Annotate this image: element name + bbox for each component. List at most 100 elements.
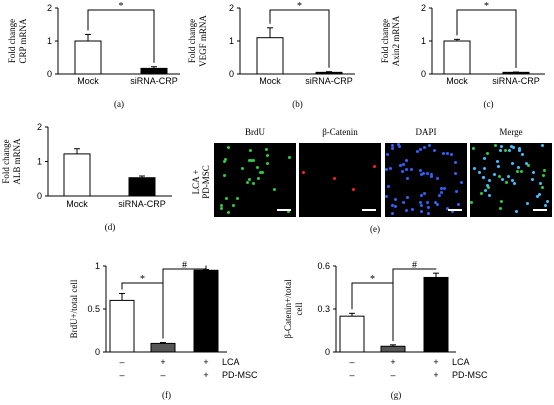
- row-label: LCA + PD-MSC: [191, 146, 211, 214]
- x-tick-label: siRNA-CRP: [118, 199, 166, 209]
- condition-label: PD-MSC: [222, 370, 258, 380]
- cell-dot: [501, 178, 504, 181]
- cell-dot: [352, 188, 355, 191]
- cell-dot: [236, 197, 239, 200]
- cell-dot: [504, 149, 507, 152]
- cell-dot: [259, 171, 262, 174]
- significance-mark: *: [297, 1, 302, 12]
- y-tick-label: 2: [47, 3, 52, 13]
- bar: [109, 299, 135, 353]
- cell-dot: [440, 191, 443, 194]
- significance-mark: #: [412, 260, 417, 271]
- condition-mark: –: [390, 370, 395, 380]
- significance-mark: #: [182, 260, 187, 271]
- cell-dot: [405, 159, 408, 162]
- y-tick-label: 2: [37, 122, 42, 132]
- cell-dot: [499, 207, 502, 210]
- x-tick-label: siRNA-CRP: [305, 76, 353, 86]
- cell-dot: [386, 153, 389, 156]
- y-tick-label: 1: [47, 36, 52, 46]
- cell-dot: [266, 162, 269, 165]
- micrograph-merge: [470, 143, 552, 217]
- cell-dot: [451, 210, 454, 213]
- cell-dot: [454, 161, 457, 164]
- cell-dot: [252, 159, 255, 162]
- x-tick-label: siRNA-CRP: [492, 76, 540, 86]
- panel-label: (f): [162, 390, 171, 400]
- chart-a: 0 1 2 Fold change CRP mRNA Mock siRNA-CRP * (a): [7, 1, 180, 109]
- cell-dot: [401, 170, 404, 173]
- cell-dot: [505, 181, 508, 184]
- cell-dot: [249, 149, 252, 152]
- cell-dot: [333, 177, 336, 180]
- cell-dot: [402, 163, 405, 166]
- y-tick-label: 0: [229, 69, 234, 79]
- cell-dot: [410, 168, 413, 171]
- cell-dot: [457, 203, 460, 206]
- cell-dot: [394, 205, 397, 208]
- cell-dot: [487, 186, 490, 189]
- condition-label: LCA: [452, 357, 470, 367]
- y-tick-label: 0: [95, 347, 100, 357]
- cell-dot: [436, 177, 439, 180]
- y-tick-label: 1: [421, 36, 426, 46]
- cell-dot: [544, 204, 547, 207]
- cell-dot: [486, 184, 489, 187]
- cell-dot: [541, 186, 544, 189]
- cell-dot: [518, 149, 521, 152]
- cell-dot: [446, 152, 449, 155]
- cell-dot: [257, 177, 260, 180]
- cell-dot: [531, 178, 534, 181]
- y-tick-label: 0: [47, 69, 52, 79]
- y-tick-label: 0: [325, 347, 330, 357]
- cell-dot: [538, 193, 541, 196]
- cell-dot: [398, 145, 401, 148]
- x-tick-label: Mock: [66, 199, 88, 209]
- bar: [140, 67, 168, 75]
- y-axis-label: cell: [294, 302, 304, 315]
- bar: [150, 342, 176, 353]
- cell-dot: [518, 147, 521, 150]
- cell-dot: [542, 174, 545, 177]
- column-label-merge: Merge: [499, 127, 523, 137]
- cell-dot: [480, 192, 483, 195]
- cell-dot: [454, 172, 457, 175]
- cell-dot: [433, 149, 436, 152]
- cell-dot: [423, 192, 426, 195]
- micrograph-dapi: [385, 143, 467, 217]
- y-tick-label: 1: [95, 261, 100, 271]
- cell-dot: [440, 187, 443, 190]
- cell-dot: [423, 146, 426, 149]
- cell-dot: [455, 190, 458, 193]
- cell-dot: [389, 167, 392, 170]
- x-tick-label: Mock: [77, 76, 99, 86]
- cell-dot: [261, 171, 264, 174]
- cell-dot: [543, 169, 546, 172]
- cell-dot: [246, 181, 249, 184]
- condition-label: LCA: [222, 357, 240, 367]
- bar: [315, 71, 343, 75]
- condition-label: PD-MSC: [452, 370, 488, 380]
- cell-dot: [288, 156, 291, 159]
- y-axis-label: Fold change: [187, 19, 197, 63]
- cell-dot: [525, 162, 528, 165]
- y-tick-label: 2: [421, 3, 426, 13]
- scale-bar: [533, 209, 547, 211]
- y-axis-label: ALB mRNA: [12, 138, 22, 185]
- cell-dot: [248, 159, 251, 162]
- cell-dot: [416, 150, 419, 153]
- cell-dot: [486, 152, 489, 155]
- cell-dot: [391, 144, 394, 147]
- y-axis-label: VEGF mRNA: [198, 15, 208, 67]
- cell-dot: [483, 157, 486, 160]
- panel-label: (g): [391, 390, 402, 400]
- cell-dot: [428, 144, 431, 147]
- cell-dot: [532, 171, 535, 174]
- condition-mark: –: [349, 357, 354, 367]
- panel-label: (c): [484, 99, 494, 109]
- x-tick-label: Mock: [446, 76, 468, 86]
- cell-dot: [405, 168, 408, 171]
- cell-dot: [420, 204, 423, 207]
- cell-dot: [241, 167, 244, 170]
